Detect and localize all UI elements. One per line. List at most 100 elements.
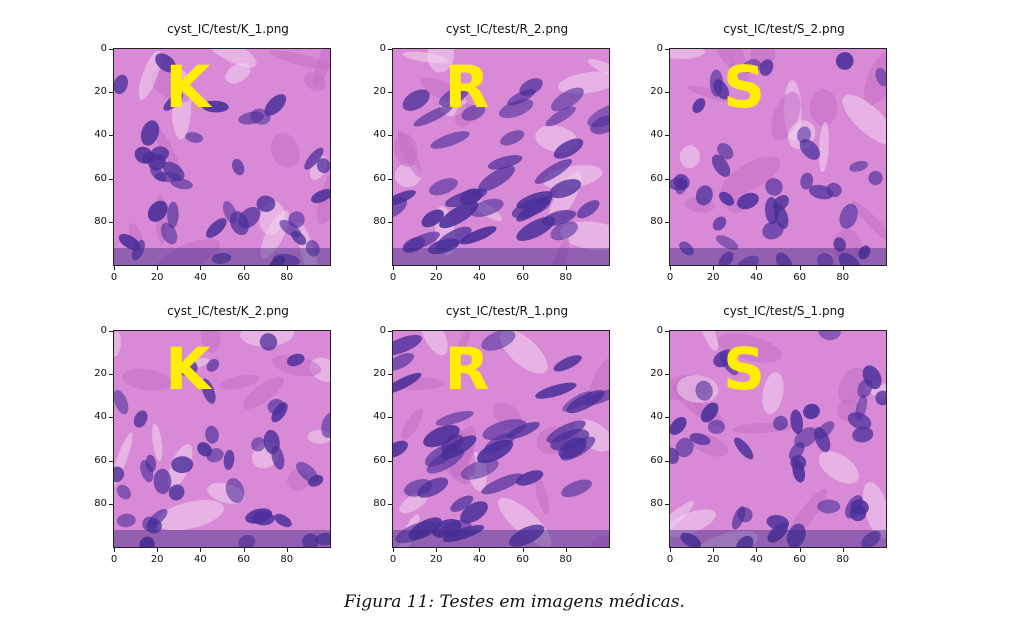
y-tick-label: 20 [94, 86, 107, 98]
y-tick-mark [388, 460, 392, 462]
image-axes: S 0 20 40 60 80 0 20 40 60 80 [650, 325, 887, 565]
y-tick-mark [388, 331, 392, 332]
subplot-panel: cyst_IC/test/K_2.png K 0 20 40 60 80 0 20 40 60 80 [78, 304, 378, 594]
histology-image [669, 330, 887, 548]
y-tick-label: 60 [650, 172, 663, 184]
x-tick-mark [393, 548, 394, 552]
x-tick-label: 80 [280, 272, 294, 283]
x-tick-label: 20 [706, 554, 720, 565]
subplot-panel: cyst_IC/test/S_2.png S 0 20 40 60 80 0 20 40 60 80 [634, 22, 934, 312]
axes-frame [669, 48, 887, 266]
x-tick-label: 20 [429, 554, 443, 565]
panel-title: cyst_IC/test/K_1.png [167, 22, 289, 36]
x-tick-mark [713, 548, 715, 552]
y-tick-label: 20 [650, 86, 663, 98]
axes-frame [392, 330, 610, 548]
y-tick-mark [109, 49, 113, 50]
x-tick-label: 0 [110, 554, 118, 565]
y-tick-mark [665, 221, 669, 223]
subplot-panel: cyst_IC/test/S_1.png S 0 20 40 60 80 0 20 40 60 80 [634, 304, 934, 594]
x-tick-mark [157, 266, 159, 270]
x-tick-mark [436, 548, 438, 552]
y-tick-label: 20 [94, 368, 107, 380]
x-tick-mark [286, 548, 288, 552]
x-tick-label: 60 [237, 554, 250, 565]
y-tick-mark [665, 49, 669, 50]
class-label-letter: K [165, 53, 211, 121]
panel-title: cyst_IC/test/S_1.png [723, 304, 845, 318]
image-axes: R 0 20 40 60 80 0 20 40 60 80 [373, 43, 610, 283]
x-tick-mark [756, 548, 758, 552]
y-tick-label: 40 [650, 129, 663, 141]
x-tick-mark [479, 548, 481, 552]
x-tick-mark [436, 266, 438, 270]
x-tick-label: 20 [706, 272, 720, 283]
image-axes: R 0 20 40 60 80 0 20 40 60 80 [373, 325, 610, 565]
x-tick-mark [565, 266, 567, 270]
x-tick-label: 80 [836, 272, 850, 283]
x-tick-mark [479, 266, 481, 270]
y-tick-mark [665, 135, 669, 137]
y-tick-mark [109, 221, 113, 223]
axes-frame [392, 48, 610, 266]
x-tick-label: 40 [194, 272, 207, 283]
y-tick-mark [388, 49, 392, 50]
x-tick-label: 80 [559, 554, 573, 565]
panel-title: cyst_IC/test/R_1.png [445, 304, 569, 318]
axes-frame [113, 48, 331, 266]
x-tick-label: 0 [666, 272, 674, 283]
x-tick-label: 80 [559, 272, 573, 283]
class-label-letter: S [723, 335, 765, 403]
class-label-letter: R [444, 53, 490, 121]
y-tick-mark [665, 374, 669, 376]
x-tick-label: 40 [750, 272, 763, 283]
y-tick-mark [388, 221, 392, 223]
y-tick-mark [109, 135, 113, 137]
histology-image [392, 48, 610, 266]
panel-title: cyst_IC/test/S_2.png [723, 22, 845, 36]
histology-image [113, 330, 331, 548]
x-tick-label: 60 [793, 554, 806, 565]
y-tick-label: 0 [100, 43, 107, 54]
x-tick-mark [157, 548, 159, 552]
y-tick-label: 0 [656, 325, 663, 336]
x-tick-label: 0 [110, 272, 118, 283]
class-label-letter: R [444, 335, 490, 403]
y-tick-mark [109, 374, 113, 376]
y-tick-mark [665, 178, 669, 180]
panel-title: cyst_IC/test/R_2.png [445, 22, 569, 36]
y-tick-label: 60 [94, 454, 107, 466]
x-tick-label: 40 [194, 554, 207, 565]
x-tick-mark [200, 548, 202, 552]
x-tick-mark [799, 548, 801, 552]
y-tick-mark [388, 417, 392, 419]
subplot-panel: cyst_IC/test/R_1.png R 0 20 40 60 80 0 20 40 60 80 [357, 304, 657, 594]
x-tick-mark [114, 548, 115, 552]
image-axes: K 0 20 40 60 80 0 20 40 60 80 [94, 325, 331, 565]
y-tick-label: 0 [100, 325, 107, 336]
y-tick-label: 60 [94, 172, 107, 184]
y-tick-label: 20 [373, 86, 386, 98]
panel-title: cyst_IC/test/K_2.png [167, 304, 289, 318]
x-tick-label: 0 [666, 554, 674, 565]
x-tick-mark [114, 266, 115, 270]
y-tick-mark [665, 331, 669, 332]
y-tick-label: 40 [94, 129, 107, 141]
y-tick-mark [109, 417, 113, 419]
y-tick-mark [665, 460, 669, 462]
axes-frame [669, 330, 887, 548]
y-tick-mark [665, 417, 669, 419]
y-tick-mark [665, 503, 669, 505]
y-tick-label: 0 [656, 43, 663, 54]
x-tick-label: 60 [237, 272, 250, 283]
x-tick-mark [842, 266, 844, 270]
y-tick-mark [109, 178, 113, 180]
x-tick-mark [393, 266, 394, 270]
x-tick-mark [670, 548, 671, 552]
figure-caption: Figura 11: Testes em imagens médicas. [344, 592, 685, 612]
y-tick-mark [388, 374, 392, 376]
x-tick-label: 0 [389, 272, 397, 283]
x-tick-label: 60 [516, 272, 529, 283]
y-tick-mark [109, 92, 113, 94]
y-tick-label: 40 [94, 411, 107, 423]
